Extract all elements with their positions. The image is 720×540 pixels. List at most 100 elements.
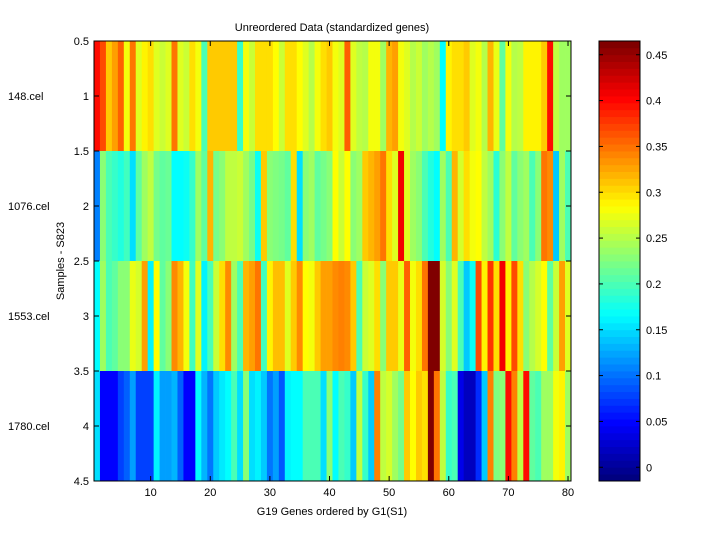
heatmap-cell [207,371,214,481]
heatmap-cell [111,41,119,151]
heatmap-cell [404,151,411,261]
colorbar-swatch [599,137,640,145]
heatmap-cell [165,261,172,371]
heatmap-cell [290,41,298,151]
y-tick-label: 2.5 [74,256,89,268]
heatmap-cell [332,261,339,371]
heatmap-cell [153,151,160,261]
colorbar-swatch [599,343,640,351]
heatmap-cell [505,41,512,151]
colorbar-swatch [599,130,640,138]
heatmap-cell [129,151,137,261]
heatmap-cell [320,41,327,151]
heatmap-cell [517,371,524,481]
heatmap-cell [344,41,351,151]
heatmap-cell [201,41,208,151]
heatmap-cell [326,151,333,261]
heatmap-cell [362,261,369,371]
heatmap-cell [135,151,143,261]
heatmap-cell [517,41,524,151]
heatmap-cell [457,41,465,151]
heatmap-cell [451,151,459,261]
colorbar-swatch [599,247,640,255]
heatmap-cell [499,41,506,151]
heatmap-cell [237,41,244,151]
colorbar-swatch [599,192,640,200]
heatmap-cell [493,151,500,261]
heatmap-cell [243,261,250,371]
heatmap-cell [380,41,387,151]
heatmap-cell [386,41,393,151]
heatmap-cell [165,371,172,481]
heatmap-cell [386,261,393,371]
heatmap-cell [469,41,476,151]
heatmap-cell [272,261,280,371]
x-tick-label: 30 [264,487,276,499]
heatmap-cell [553,151,560,261]
heatmap-cell [260,41,268,151]
colorbar-swatch [599,336,640,344]
heatmap-cell [410,41,417,151]
heatmap-cell [511,41,518,151]
heatmap-cell [481,41,488,151]
heatmap-cell [392,41,399,151]
heatmap-cell [386,151,393,261]
heatmap-cell [290,371,298,481]
heatmap-cell [380,151,387,261]
heatmap-cell [284,41,292,151]
heatmap-cell [493,41,500,151]
y-tick-label: 3.5 [74,366,89,378]
heatmap-cell [314,151,321,261]
colorbar-swatch [599,123,640,131]
heatmap-cell [129,371,137,481]
heatmap-cell [469,261,476,371]
heatmap-cell [254,371,262,481]
colorbar-swatch [599,267,640,276]
colorbar-swatch [599,144,640,152]
colorbar-swatch [599,226,640,234]
heatmap-cell [141,41,149,151]
heatmap-cell [487,261,494,371]
heatmap-cell [523,151,530,261]
heatmap-cell [469,151,476,261]
heatmap-cell [183,371,190,481]
colorbar-swatch [599,109,640,118]
heatmap-cell [111,261,119,371]
heatmap-cell [338,261,345,371]
heatmap-cell [159,151,166,261]
heatmap-cell [475,41,482,151]
heatmap-cell [374,371,381,481]
heatmap-cell [535,371,542,481]
heatmap-cell [320,371,327,481]
colorbar-swatch [599,432,640,441]
heatmap-cell [320,151,327,261]
heatmap-cell [105,41,113,151]
colorbar-swatch [599,295,640,303]
heatmap-cell [529,371,536,481]
heatmap-cell [511,151,518,261]
heatmap-cell [326,41,333,151]
heatmap-cell [278,151,286,261]
heatmap-cell [326,371,333,481]
colorbar-tick-label: 0.35 [646,141,667,153]
heatmap-cell [165,151,172,261]
y-tick-label: 1.5 [74,146,89,158]
heatmap-cell [541,41,548,151]
colorbar-swatch [599,460,640,468]
heatmap-cell [421,41,429,151]
colorbar-swatch [599,391,640,399]
heatmap-cell [183,151,190,261]
heatmap-cell [368,151,375,261]
heatmap-cell [254,261,262,371]
heatmap-cell [463,151,471,261]
heatmap-cell [213,371,220,481]
heatmap-cell [153,371,160,481]
colorbar-swatch [599,206,640,214]
heatmap-cell [368,261,375,371]
heatmap-cell [421,151,429,261]
colorbar-tick-label: 0.25 [646,233,667,245]
colorbar-tick-label: 0.05 [646,416,667,428]
colorbar-tick-label: 0.4 [646,96,661,108]
heatmap-cell [493,371,500,481]
